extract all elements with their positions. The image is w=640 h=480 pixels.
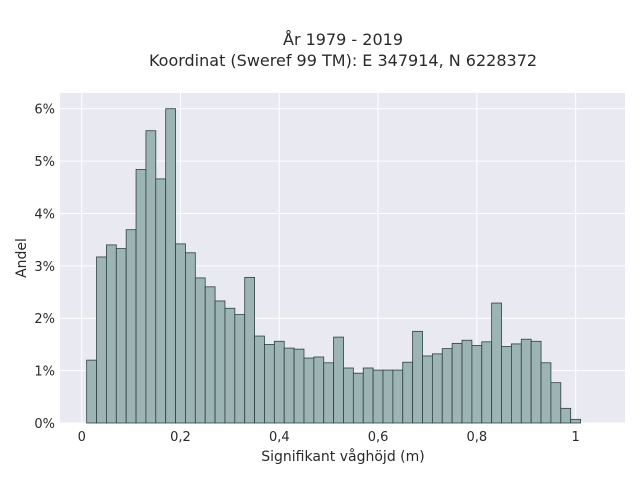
- histogram-bar: [392, 369, 404, 424]
- y-tick-label: 1%: [34, 365, 55, 380]
- histogram-bar: [382, 369, 394, 424]
- y-tick-label: 2%: [34, 312, 55, 327]
- y-tick-label: 3%: [34, 260, 55, 275]
- histogram-bar: [125, 229, 137, 424]
- y-tick-label: 0%: [34, 417, 55, 432]
- histogram-bar: [106, 244, 117, 424]
- histogram-bar: [520, 338, 532, 424]
- histogram-bar: [303, 357, 315, 424]
- histogram-bar: [491, 302, 502, 424]
- x-tick-label: 0,2: [170, 430, 191, 445]
- histogram-bar: [352, 372, 364, 424]
- histogram-bar: [234, 314, 246, 424]
- y-tick-label: 4%: [34, 207, 55, 222]
- histogram-bar: [441, 348, 453, 424]
- histogram-bar: [293, 348, 305, 424]
- x-axis-label: Signifikant våghöjd (m): [261, 448, 424, 465]
- x-tick-label: 0,6: [368, 430, 389, 445]
- histogram-bar: [185, 252, 196, 424]
- y-tick-label: 6%: [34, 103, 55, 118]
- histogram-bar: [461, 339, 473, 424]
- histogram-bar: [244, 276, 255, 424]
- histogram-bar: [323, 362, 335, 424]
- histogram-bar: [362, 367, 374, 424]
- histogram-bar: [530, 340, 542, 424]
- histogram-bar: [96, 256, 107, 424]
- histogram-bar: [412, 330, 423, 424]
- histogram-bar: [224, 307, 236, 424]
- histogram-bar: [204, 286, 216, 424]
- histogram-bar: [145, 130, 157, 424]
- x-axis-ticks: 0 0,2 0,4 0,6 0,8 1: [78, 430, 580, 445]
- histogram-bar: [343, 367, 354, 424]
- x-tick-label: 0,8: [466, 430, 487, 445]
- histogram-bar: [481, 341, 493, 424]
- histogram-bar: [86, 359, 97, 424]
- histogram-bar: [214, 300, 226, 424]
- histogram-bar: [402, 361, 414, 424]
- histogram-bar: [431, 353, 443, 424]
- x-tick-label: 0: [78, 430, 86, 445]
- histogram-bar: [372, 369, 384, 424]
- histogram-bar: [501, 346, 512, 424]
- histogram-bar: [135, 169, 147, 424]
- histogram-bar: [264, 344, 275, 424]
- x-tick-label: 1: [571, 430, 579, 445]
- histogram-bar: [560, 407, 572, 424]
- histogram-bar: [273, 340, 285, 424]
- y-axis-label: Andel: [14, 238, 30, 278]
- histogram-bar: [194, 277, 206, 424]
- histogram-bar: [570, 418, 581, 424]
- histogram-bar: [333, 336, 344, 424]
- histogram-bar: [155, 178, 167, 424]
- y-tick-label: 5%: [34, 155, 55, 170]
- histogram-bar: [283, 347, 295, 424]
- histogram-bar: [451, 342, 463, 424]
- histogram-bar: [313, 356, 325, 424]
- histogram-bar: [115, 248, 127, 424]
- y-axis-ticks: 0% 1% 2% 3% 4% 5% 6%: [34, 103, 55, 432]
- chart-title-line1: År 1979 - 2019: [283, 30, 403, 49]
- histogram-bar: [254, 335, 265, 424]
- histogram-bar: [422, 355, 433, 424]
- histogram-bar: [550, 382, 562, 424]
- histogram-bar: [471, 345, 483, 424]
- x-tick-label: 0,4: [269, 430, 290, 445]
- histogram-bar: [175, 243, 186, 424]
- histogram-bar: [165, 108, 176, 424]
- histogram-bar: [540, 362, 552, 424]
- chart-title-line2: Koordinat (Sweref 99 TM): E 347914, N 62…: [149, 51, 537, 70]
- bars: [86, 108, 581, 424]
- histogram-bar: [511, 343, 522, 424]
